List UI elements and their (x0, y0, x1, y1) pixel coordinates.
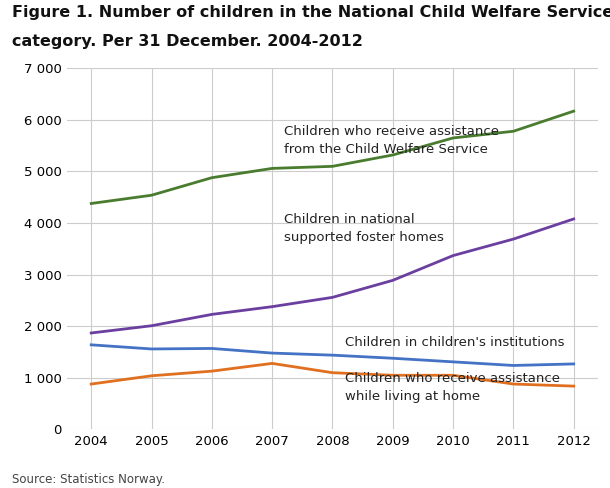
Text: Children in national
supported foster homes: Children in national supported foster ho… (284, 213, 444, 244)
Text: Children in children's institutions: Children in children's institutions (345, 336, 564, 349)
Text: Source: Statistics Norway.: Source: Statistics Norway. (12, 472, 165, 486)
Text: Children who receive assistance
from the Child Welfare Service: Children who receive assistance from the… (284, 125, 499, 156)
Text: Children who receive assistance
while living at home: Children who receive assistance while li… (345, 372, 559, 403)
Text: category. Per 31 December. 2004-2012: category. Per 31 December. 2004-2012 (12, 34, 363, 49)
Text: Figure 1. Number of children in the National Child Welfare Services, by measure: Figure 1. Number of children in the Nati… (12, 5, 610, 20)
